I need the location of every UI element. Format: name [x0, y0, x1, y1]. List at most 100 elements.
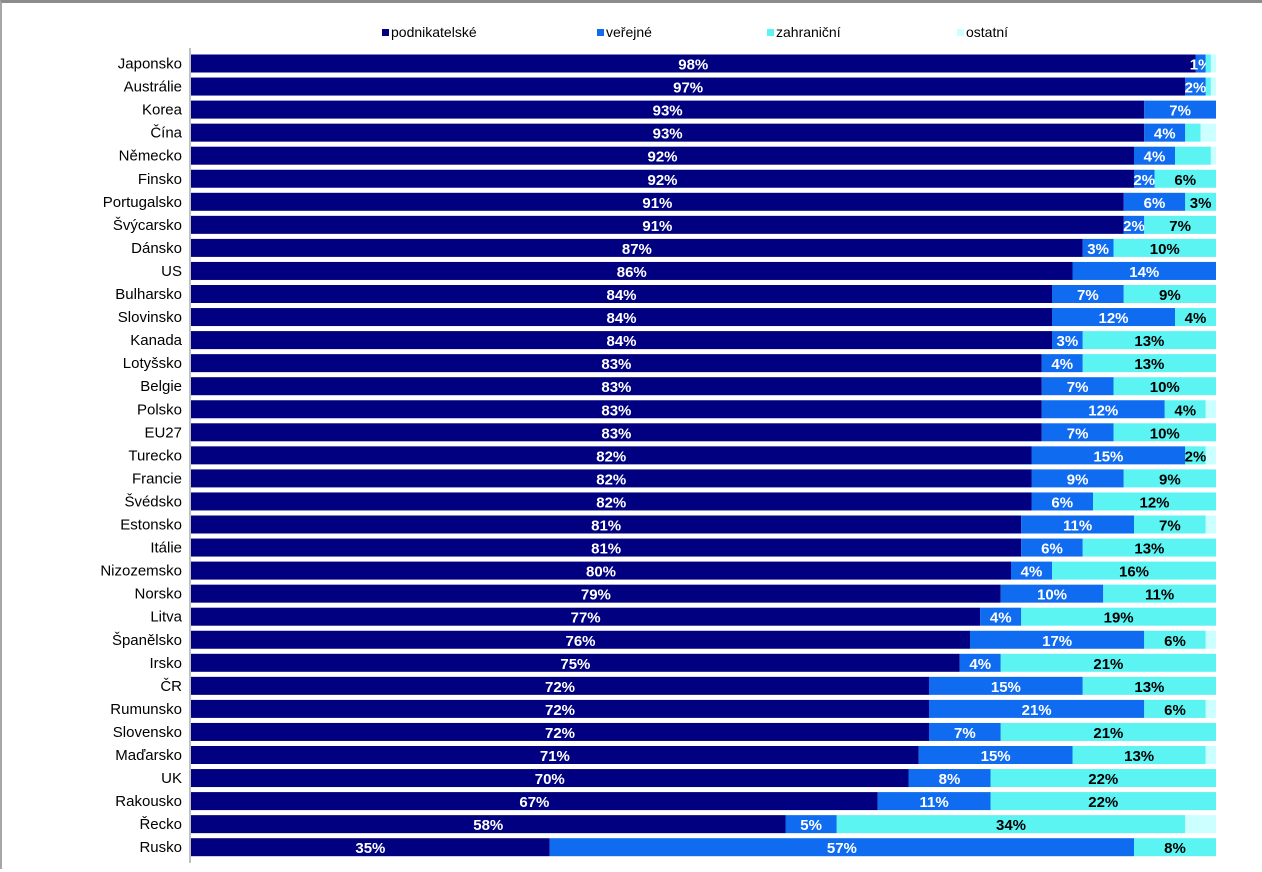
- bar-segment: [191, 769, 909, 788]
- category-label: Švýcarsko: [113, 217, 182, 234]
- data-label: 4%: [1144, 149, 1166, 166]
- bar-segment: [1082, 354, 1216, 373]
- data-label: 3%: [1087, 241, 1109, 258]
- bar-segment: [191, 492, 1032, 511]
- bar-segment: [1052, 308, 1175, 327]
- bar-segment: [191, 261, 1073, 280]
- data-label: 75%: [560, 656, 590, 673]
- bar-segment: [1041, 423, 1114, 442]
- data-label: 91%: [642, 195, 672, 212]
- bar-segment: [1144, 699, 1206, 718]
- bar-segment: [191, 100, 1145, 119]
- data-label: 77%: [571, 610, 601, 627]
- bar-segment: [191, 469, 1032, 488]
- data-label: 4%: [1154, 126, 1176, 143]
- bar-segment: [191, 331, 1052, 350]
- bar-segment: [1134, 838, 1216, 857]
- bar-segment: [1134, 515, 1206, 534]
- data-label: 92%: [647, 172, 677, 189]
- bar-segment: [1210, 146, 1216, 165]
- bar-segment: [1144, 215, 1216, 234]
- category-label: Belgie: [140, 378, 182, 395]
- bar-segment: [929, 676, 1083, 695]
- bar-segment: [191, 308, 1052, 327]
- bar-segment: [1185, 192, 1216, 211]
- data-label: 17%: [1042, 633, 1072, 650]
- data-label: 93%: [653, 103, 683, 120]
- bar-segment: [1113, 423, 1216, 442]
- bar-segment: [191, 238, 1083, 257]
- data-label: 83%: [601, 379, 631, 396]
- data-label: 93%: [653, 126, 683, 143]
- legend-label-series-0: podnikatelské: [391, 24, 477, 40]
- category-axis-labels: Japonsko Austrálie Korea Čína Německo Finsko P…: [100, 56, 182, 857]
- bar-segment: [1185, 77, 1206, 96]
- category-label: Čína: [150, 125, 182, 142]
- bar-segment: [191, 815, 786, 834]
- data-label: 3%: [1190, 195, 1212, 212]
- data-label: 7%: [1169, 218, 1191, 235]
- bar-segment: [918, 746, 1073, 764]
- category-label: Itálie: [150, 540, 182, 557]
- data-label: 6%: [1164, 633, 1186, 650]
- data-label: 82%: [596, 448, 626, 465]
- bar-segment: [191, 792, 878, 811]
- category-label: Portugalsko: [103, 194, 182, 211]
- bar-segment: [959, 653, 1001, 672]
- data-label: 13%: [1124, 748, 1154, 765]
- legend-swatch-series-3: [957, 29, 964, 36]
- data-label: 35%: [355, 840, 385, 857]
- legend-label-series-3: ostatní: [966, 24, 1008, 40]
- category-label: Španělsko: [112, 632, 182, 649]
- category-label: US: [161, 263, 182, 280]
- data-label: 80%: [586, 564, 616, 581]
- data-label: 87%: [622, 241, 652, 258]
- data-label: 3%: [1057, 333, 1079, 350]
- bar-segment: [1134, 146, 1175, 165]
- data-label: 71%: [540, 748, 570, 765]
- data-label: 6%: [1144, 195, 1166, 212]
- category-label: Lotyšsko: [123, 355, 182, 372]
- bar-segment: [1205, 699, 1216, 718]
- bar-segment: [1031, 492, 1093, 511]
- bar-segment: [1123, 285, 1216, 303]
- data-label: 22%: [1088, 771, 1118, 788]
- bar-segment: [908, 769, 991, 788]
- data-label: 2%: [1123, 218, 1145, 235]
- bar-segment: [191, 630, 970, 649]
- bar-segment: [1123, 469, 1216, 488]
- bar-segment: [785, 815, 837, 834]
- bar-segment: [191, 676, 929, 695]
- data-label: 81%: [591, 541, 621, 558]
- bar-segment: [191, 515, 1022, 534]
- bar-segment: [1072, 746, 1206, 764]
- bar-segment: [1205, 77, 1211, 96]
- bar-segment: [1195, 54, 1206, 73]
- bar-segment: [1164, 400, 1206, 419]
- bar-segment: [990, 792, 1216, 811]
- legend: podnikatelské veřejné zahraniční ostatní: [382, 24, 1008, 40]
- bar-segment: [191, 77, 1186, 96]
- bar-segment: [1175, 308, 1216, 327]
- bar-segment: [1021, 515, 1134, 534]
- category-label: Rakousko: [115, 793, 182, 810]
- category-label: Bulharsko: [115, 286, 182, 303]
- data-label: 84%: [606, 310, 636, 327]
- data-label: 21%: [1022, 702, 1052, 719]
- bar-segment: [1185, 446, 1206, 465]
- data-label: 10%: [1150, 425, 1180, 442]
- data-label: 15%: [991, 679, 1021, 696]
- data-label: 84%: [606, 287, 636, 304]
- data-label: 7%: [954, 725, 976, 742]
- data-label: 19%: [1104, 610, 1134, 627]
- data-label: 83%: [601, 356, 631, 373]
- bar-segment: [191, 722, 929, 741]
- category-label: Německo: [119, 148, 182, 165]
- data-label: 92%: [647, 149, 677, 166]
- category-label: Polsko: [137, 401, 182, 418]
- bar-segment: [191, 192, 1124, 211]
- data-label: 13%: [1134, 333, 1164, 350]
- data-label: 4%: [1185, 310, 1207, 327]
- data-label: 2%: [1133, 172, 1155, 189]
- category-label: Dánsko: [131, 240, 182, 257]
